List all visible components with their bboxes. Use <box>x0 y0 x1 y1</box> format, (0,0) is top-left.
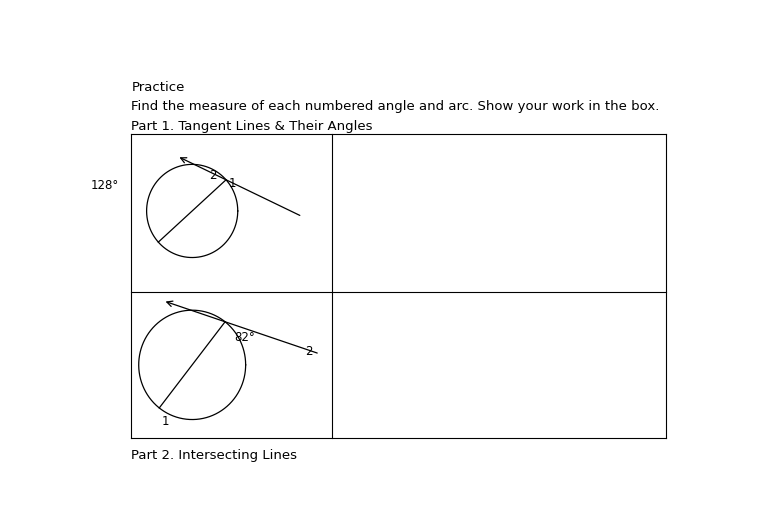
Text: 2: 2 <box>305 346 313 358</box>
Text: 2: 2 <box>209 169 216 182</box>
Text: Part 2. Intersecting Lines: Part 2. Intersecting Lines <box>132 449 297 462</box>
Text: 82°: 82° <box>234 331 255 343</box>
Text: Find the measure of each numbered angle and arc. Show your work in the box.: Find the measure of each numbered angle … <box>132 99 660 113</box>
Text: 128°: 128° <box>91 179 119 192</box>
Text: 1: 1 <box>162 415 169 428</box>
Text: 1: 1 <box>228 177 236 189</box>
Text: Practice: Practice <box>132 82 185 94</box>
Text: Part 1. Tangent Lines & Their Angles: Part 1. Tangent Lines & Their Angles <box>132 120 373 133</box>
